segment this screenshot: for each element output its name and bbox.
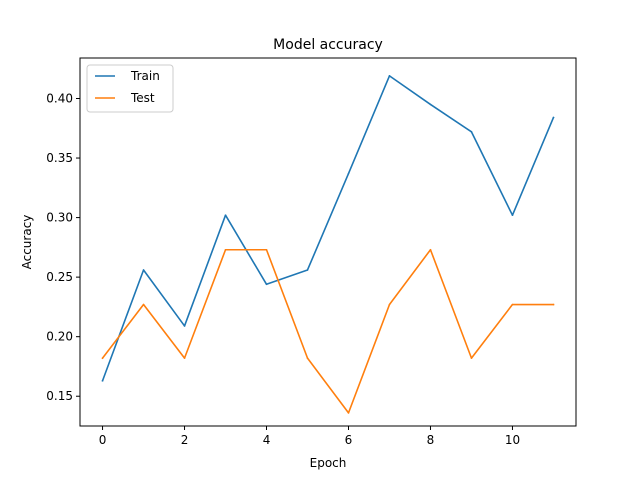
- y-tick-label: 0.25: [46, 270, 73, 284]
- data-point-train: [265, 283, 268, 286]
- data-point-train: [470, 131, 473, 133]
- data-point-train: [306, 269, 309, 271]
- data-point-train: [183, 325, 186, 327]
- data-point-train: [552, 116, 555, 119]
- data-point-train: [101, 379, 104, 382]
- data-point-test: [388, 303, 391, 306]
- data-point-test: [183, 357, 186, 359]
- legend: Train Test: [86, 64, 174, 113]
- y-tick-label: 0.30: [46, 211, 73, 225]
- data-point-test: [552, 303, 555, 306]
- x-axis: 0 2 4 6 8 10: [99, 426, 520, 447]
- y-tick-label: 0.20: [46, 330, 73, 344]
- series-layer: [101, 75, 555, 414]
- data-point-test: [101, 357, 104, 359]
- series-line-train: [101, 75, 555, 382]
- x-tick-label: 8: [427, 433, 435, 447]
- data-point-train: [388, 75, 391, 77]
- legend-box: [86, 64, 174, 113]
- y-axis-label: Accuracy: [20, 215, 34, 270]
- data-point-test: [470, 357, 473, 359]
- data-point-test: [511, 303, 514, 306]
- y-tick-label: 0.15: [46, 389, 73, 403]
- y-tick-label: 0.35: [46, 151, 73, 165]
- data-point-train: [429, 103, 432, 106]
- data-point-train: [511, 214, 514, 216]
- data-point-test: [265, 248, 268, 251]
- data-point-test: [142, 303, 145, 306]
- data-point-test: [347, 412, 350, 414]
- x-axis-label: Epoch: [310, 456, 347, 470]
- plot-area: [79, 57, 577, 427]
- legend-label-test: Test: [130, 91, 155, 105]
- x-tick-label: 10: [505, 433, 520, 447]
- data-point-test: [306, 357, 309, 359]
- x-tick-label: 6: [345, 433, 353, 447]
- data-point-test: [429, 248, 432, 251]
- legend-label-train: Train: [130, 69, 160, 83]
- x-tick-label: 0: [99, 433, 107, 447]
- plot-frame: [79, 57, 577, 427]
- x-tick-label: 2: [181, 433, 189, 447]
- data-point-train: [142, 269, 145, 271]
- data-point-test: [224, 248, 227, 251]
- y-tick-label: 0.40: [46, 91, 73, 105]
- series-line-test: [101, 248, 555, 414]
- data-point-train: [347, 172, 350, 175]
- y-axis: 0.15 0.20 0.25 0.30 0.35 0.40: [46, 91, 80, 403]
- data-point-train: [224, 214, 227, 216]
- chart-title: Model accuracy: [273, 37, 383, 53]
- x-tick-label: 4: [263, 433, 271, 447]
